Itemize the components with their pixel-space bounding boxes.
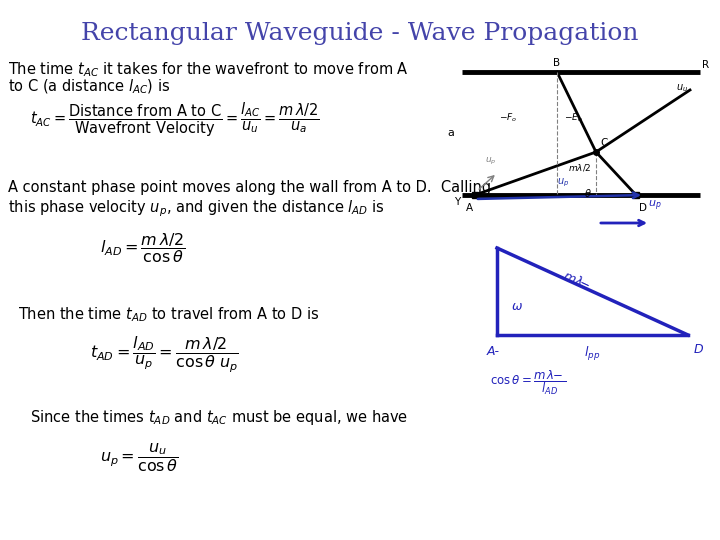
Text: Rectangular Waveguide - Wave Propagation: Rectangular Waveguide - Wave Propagation	[81, 22, 639, 45]
Text: to C (a distance $l_{AC}$) is: to C (a distance $l_{AC}$) is	[8, 78, 170, 97]
Text: this phase velocity $u_p$, and given the distance $l_{AD}$ is: this phase velocity $u_p$, and given the…	[8, 198, 385, 219]
Text: $t_{AC} = \dfrac{\mathrm{Distance\ from\ A\ to\ C}}{\mathrm{Wavefront\ Velocity}: $t_{AC} = \dfrac{\mathrm{Distance\ from\…	[30, 101, 320, 139]
Text: R: R	[702, 60, 709, 70]
Text: $m\lambda/2$: $m\lambda/2$	[568, 162, 592, 173]
Text: a: a	[447, 128, 454, 138]
Text: A: A	[466, 203, 473, 213]
Text: $u_p$: $u_p$	[648, 199, 662, 213]
Text: $u_p = \dfrac{u_u}{\cos\theta}$: $u_p = \dfrac{u_u}{\cos\theta}$	[100, 442, 179, 474]
Text: $-E_o$: $-E_o$	[564, 112, 582, 124]
Text: $\omega$: $\omega$	[511, 300, 523, 313]
Text: Since the times $t_{AD}$ and $t_{AC}$ must be equal, we have: Since the times $t_{AD}$ and $t_{AC}$ mu…	[30, 408, 408, 427]
Text: $u_p$: $u_p$	[485, 156, 497, 167]
Text: Y: Y	[454, 197, 460, 207]
Text: The time $t_{AC}$ it takes for the wavefront to move from A: The time $t_{AC}$ it takes for the wavef…	[8, 60, 409, 79]
Text: $t_{AD} = \dfrac{l_{AD}}{u_p} = \dfrac{m\,\lambda/2}{\cos\theta\; u_p}$: $t_{AD} = \dfrac{l_{AD}}{u_p} = \dfrac{m…	[90, 335, 239, 375]
Text: $\theta$: $\theta$	[584, 187, 592, 199]
Text: A constant phase point moves along the wall from A to D.  Calling: A constant phase point moves along the w…	[8, 180, 491, 195]
Text: D: D	[694, 343, 703, 356]
Text: $u_p$: $u_p$	[557, 177, 569, 189]
Text: $-F_o$: $-F_o$	[499, 112, 517, 124]
Text: A-: A-	[487, 345, 500, 358]
Text: $m\lambda\!\!-$: $m\lambda\!\!-$	[561, 268, 593, 293]
Text: Then the time $t_{AD}$ to travel from A to D is: Then the time $t_{AD}$ to travel from A …	[18, 305, 320, 323]
Text: $\cos\theta = \dfrac{m\,\lambda\!\!-}{l_{AD}}$: $\cos\theta = \dfrac{m\,\lambda\!\!-}{l_…	[490, 368, 566, 397]
Text: D: D	[639, 203, 647, 213]
Text: B: B	[554, 58, 561, 68]
Text: C: C	[600, 138, 608, 148]
Text: $u_u$: $u_u$	[676, 82, 688, 94]
Text: $l_{pp}$: $l_{pp}$	[584, 345, 600, 363]
Text: $l_{AD} = \dfrac{m\,\lambda/2}{\cos\theta}$: $l_{AD} = \dfrac{m\,\lambda/2}{\cos\thet…	[100, 231, 186, 265]
